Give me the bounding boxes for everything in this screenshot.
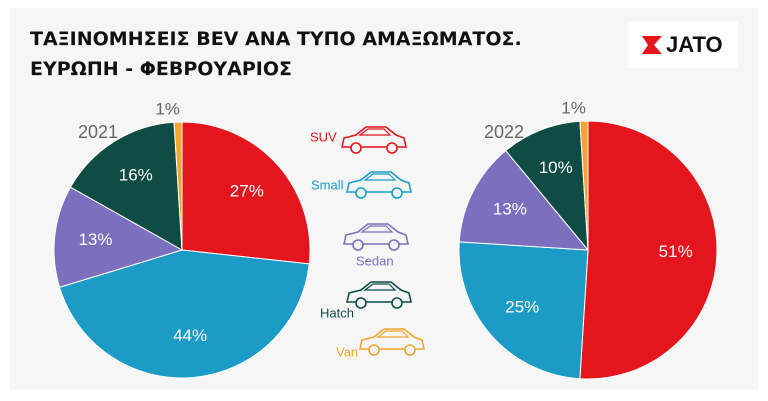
- pie-slice: [579, 120, 589, 251]
- car-window: [363, 283, 397, 291]
- pie-title: 2022: [484, 122, 524, 142]
- value-label: 10%: [539, 158, 573, 177]
- car-body: [346, 281, 412, 303]
- car-wheel: [355, 187, 367, 199]
- pie-slice: [458, 149, 590, 251]
- pie-slice: [58, 249, 310, 379]
- logo: JATO: [628, 22, 738, 68]
- car-body: [341, 126, 407, 148]
- car-window: [376, 330, 410, 338]
- car-body: [343, 223, 409, 245]
- car-window: [360, 225, 394, 233]
- value-label: 44%: [173, 326, 207, 345]
- legend-icon: [359, 328, 425, 356]
- car-wheel: [352, 239, 364, 251]
- value-label: 1%: [561, 99, 586, 118]
- car-wheel: [350, 142, 362, 154]
- logo-icon: [642, 36, 662, 54]
- value-label: 27%: [230, 181, 264, 200]
- value-label: 25%: [505, 297, 539, 316]
- car-wheel: [391, 187, 403, 199]
- value-label: 13%: [78, 230, 112, 249]
- legend-icon: [343, 223, 409, 251]
- legend-label: Van: [336, 344, 358, 359]
- value-label: 13%: [493, 200, 527, 219]
- car-wheel: [386, 142, 398, 154]
- pie-slice: [173, 121, 183, 251]
- legend-label: SUV: [310, 129, 337, 144]
- legend-icon: [346, 171, 412, 199]
- legend-icon: [346, 281, 412, 309]
- legend-icon: [341, 126, 407, 154]
- car-wheel: [404, 344, 416, 356]
- pie-slice: [181, 121, 311, 265]
- car-window: [363, 173, 397, 181]
- pie-title: 2021: [78, 122, 118, 142]
- subtitle: ΕΥΡΩΠΗ - ΦΕΒΡΟΥΑΡΙΟΣ: [30, 58, 292, 80]
- logo-box: [628, 22, 738, 68]
- car-body: [359, 328, 425, 350]
- pie-slice: [579, 120, 718, 380]
- legend-label: Sedan: [356, 253, 394, 268]
- pie-slice: [505, 120, 589, 252]
- car-wheel: [391, 297, 403, 309]
- title: ΤΑΞΙΝΟΜΗΣΕΙΣ BEV ΑΝΑ ΤΥΠΟ ΑΜΑΞΩΜΑΤΟΣ.: [30, 28, 522, 50]
- value-label: 16%: [119, 166, 153, 185]
- car-wheel: [355, 297, 367, 309]
- car-wheel: [388, 239, 400, 251]
- car-window: [358, 128, 392, 136]
- pie-slice: [458, 241, 589, 380]
- legend-label: Hatch: [320, 305, 354, 320]
- car-body: [346, 171, 412, 193]
- pie-slice: [53, 186, 184, 288]
- value-label: 51%: [659, 242, 693, 261]
- logo-text: JATO: [666, 32, 723, 57]
- car-wheel: [368, 344, 380, 356]
- pie-slice: [69, 121, 183, 251]
- value-label: 1%: [155, 100, 180, 119]
- legend-label: Small: [311, 177, 344, 192]
